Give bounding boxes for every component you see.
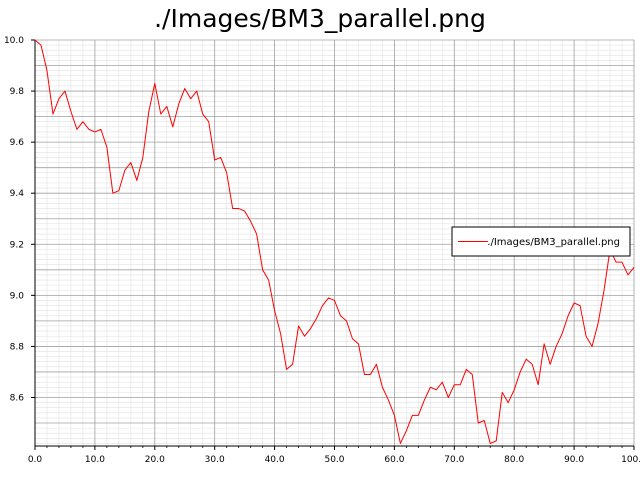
x-tick-label: 10.0 [85,455,105,465]
x-tick-labels: 0.0 10.0 20.0 30.0 40.0 50.0 60.0 70.0 80.0 90.0 1… [28,455,640,465]
x-tick-label: 60.0 [384,455,404,465]
x-tick-label: 0.0 [28,455,43,465]
y-tick-label: 9.8 [10,87,25,97]
x-tick-label: 20.0 [145,455,165,465]
x-tick-label: 70.0 [444,455,464,465]
legend-label: ./Images/BM3_parallel.png [487,237,620,248]
y-tick-label: 9.0 [10,291,25,301]
x-tick-label: 80.0 [504,455,524,465]
chart-title: ./Images/BM3_parallel.png [154,4,486,33]
series-line [34,39,635,444]
y-tick-label: 9.2 [10,240,24,250]
y-tick-label: 8.6 [10,393,25,403]
x-tick-label: 40.0 [265,455,285,465]
y-tick-labels: 8.6 8.8 9.0 9.2 9.4 9.6 9.8 10.0 [4,36,24,403]
tick-marks [31,39,635,450]
series-lines [34,39,635,444]
x-tick-label: 100.0 [621,455,640,465]
x-tick-label: 90.0 [564,455,584,465]
legend: ./Images/BM3_parallel.png [451,226,631,257]
y-tick-label: 10.0 [4,36,24,46]
x-tick-label: 50.0 [324,455,344,465]
major-grid [34,39,635,446]
y-tick-label: 8.8 [10,342,25,352]
x-tick-label: 30.0 [205,455,225,465]
y-tick-label: 9.6 [10,138,25,148]
y-tick-label: 9.4 [10,189,25,199]
